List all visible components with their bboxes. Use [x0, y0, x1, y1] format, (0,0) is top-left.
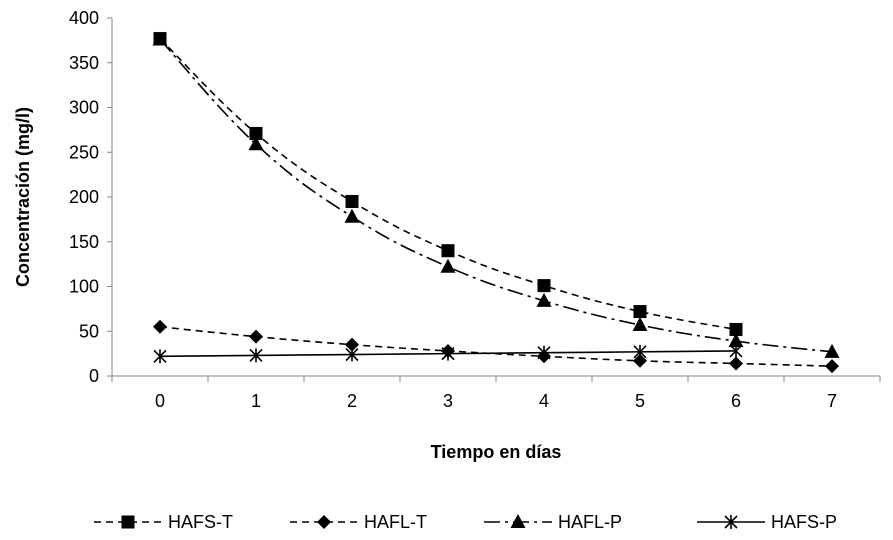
y-tick-label: 350 — [69, 53, 99, 73]
square-marker — [537, 279, 551, 293]
x-tick-label: 1 — [251, 391, 261, 411]
y-tick-label: 50 — [79, 321, 99, 341]
x-tick-label: 2 — [347, 391, 357, 411]
series-line — [159, 38, 737, 331]
x-ticks: 0 1 2 3 4 5 6 7 — [111, 376, 881, 411]
square-marker — [441, 244, 455, 258]
x-tick-label: 5 — [635, 391, 645, 411]
legend-label: HAFS-T — [168, 512, 233, 532]
triangle-marker — [536, 292, 552, 307]
diamond-marker — [153, 319, 167, 334]
legend-item: HAFS-P — [697, 512, 837, 532]
y-tick-label: 250 — [69, 142, 99, 162]
series-HAFS-T — [153, 32, 743, 336]
triangle-marker — [510, 514, 526, 528]
y-axis-title: Concentración (mg/l) — [13, 107, 33, 287]
series-HAFS-P — [153, 343, 743, 364]
plot-area — [152, 31, 840, 374]
star-marker — [345, 347, 359, 362]
triangle-marker — [824, 343, 840, 358]
triangle-marker — [248, 136, 264, 151]
series-HAFL-P — [152, 31, 840, 358]
legend-item: HAFS-T — [94, 512, 233, 532]
star-marker — [537, 345, 551, 360]
triangle-marker — [344, 208, 360, 223]
axes: 0 50 100 150 200 250 300 350 400 0 1 2 3 4 5 6 7 — [69, 8, 881, 411]
legend-label: HAFL-T — [364, 512, 427, 532]
star-marker — [633, 344, 647, 359]
legend: HAFS-T HAFL-T HAFL-P HAFS-P — [94, 512, 837, 532]
star-marker — [724, 515, 738, 529]
star-marker — [441, 346, 455, 361]
y-tick-label: 150 — [69, 232, 99, 252]
x-tick-label: 3 — [443, 391, 453, 411]
triangle-marker — [440, 258, 456, 273]
diamond-marker — [249, 329, 263, 344]
square-marker — [729, 322, 743, 336]
legend-label: HAFS-P — [771, 512, 837, 532]
y-ticks: 0 50 100 150 200 250 300 350 400 — [69, 8, 112, 386]
y-tick-label: 400 — [69, 8, 99, 28]
square-marker — [633, 305, 647, 319]
y-tick-label: 200 — [69, 187, 99, 207]
series-line — [159, 38, 833, 353]
triangle-marker — [728, 333, 744, 348]
x-axis-title: Tiempo en días — [431, 442, 562, 462]
diamond-marker — [729, 356, 743, 371]
star-marker — [249, 348, 263, 363]
diamond-marker — [345, 337, 359, 352]
x-tick-label: 4 — [539, 391, 549, 411]
legend-item: HAFL-T — [290, 512, 427, 532]
diamond-marker — [317, 515, 331, 529]
x-tick-label: 0 — [155, 391, 165, 411]
square-marker — [249, 126, 263, 140]
square-marker — [121, 515, 135, 529]
triangle-marker — [152, 31, 168, 46]
x-tick-label: 7 — [827, 391, 837, 411]
legend-label: HAFL-P — [558, 512, 622, 532]
x-tick-label: 6 — [731, 391, 741, 411]
y-tick-label: 100 — [69, 277, 99, 297]
diamond-marker — [633, 353, 647, 368]
star-marker — [729, 343, 743, 358]
legend-item: HAFL-P — [484, 512, 622, 532]
star-marker — [153, 349, 167, 364]
y-tick-label: 0 — [89, 366, 99, 386]
y-tick-label: 300 — [69, 98, 99, 118]
diamond-marker — [825, 359, 839, 374]
square-marker — [345, 194, 359, 208]
triangle-marker — [632, 316, 648, 331]
